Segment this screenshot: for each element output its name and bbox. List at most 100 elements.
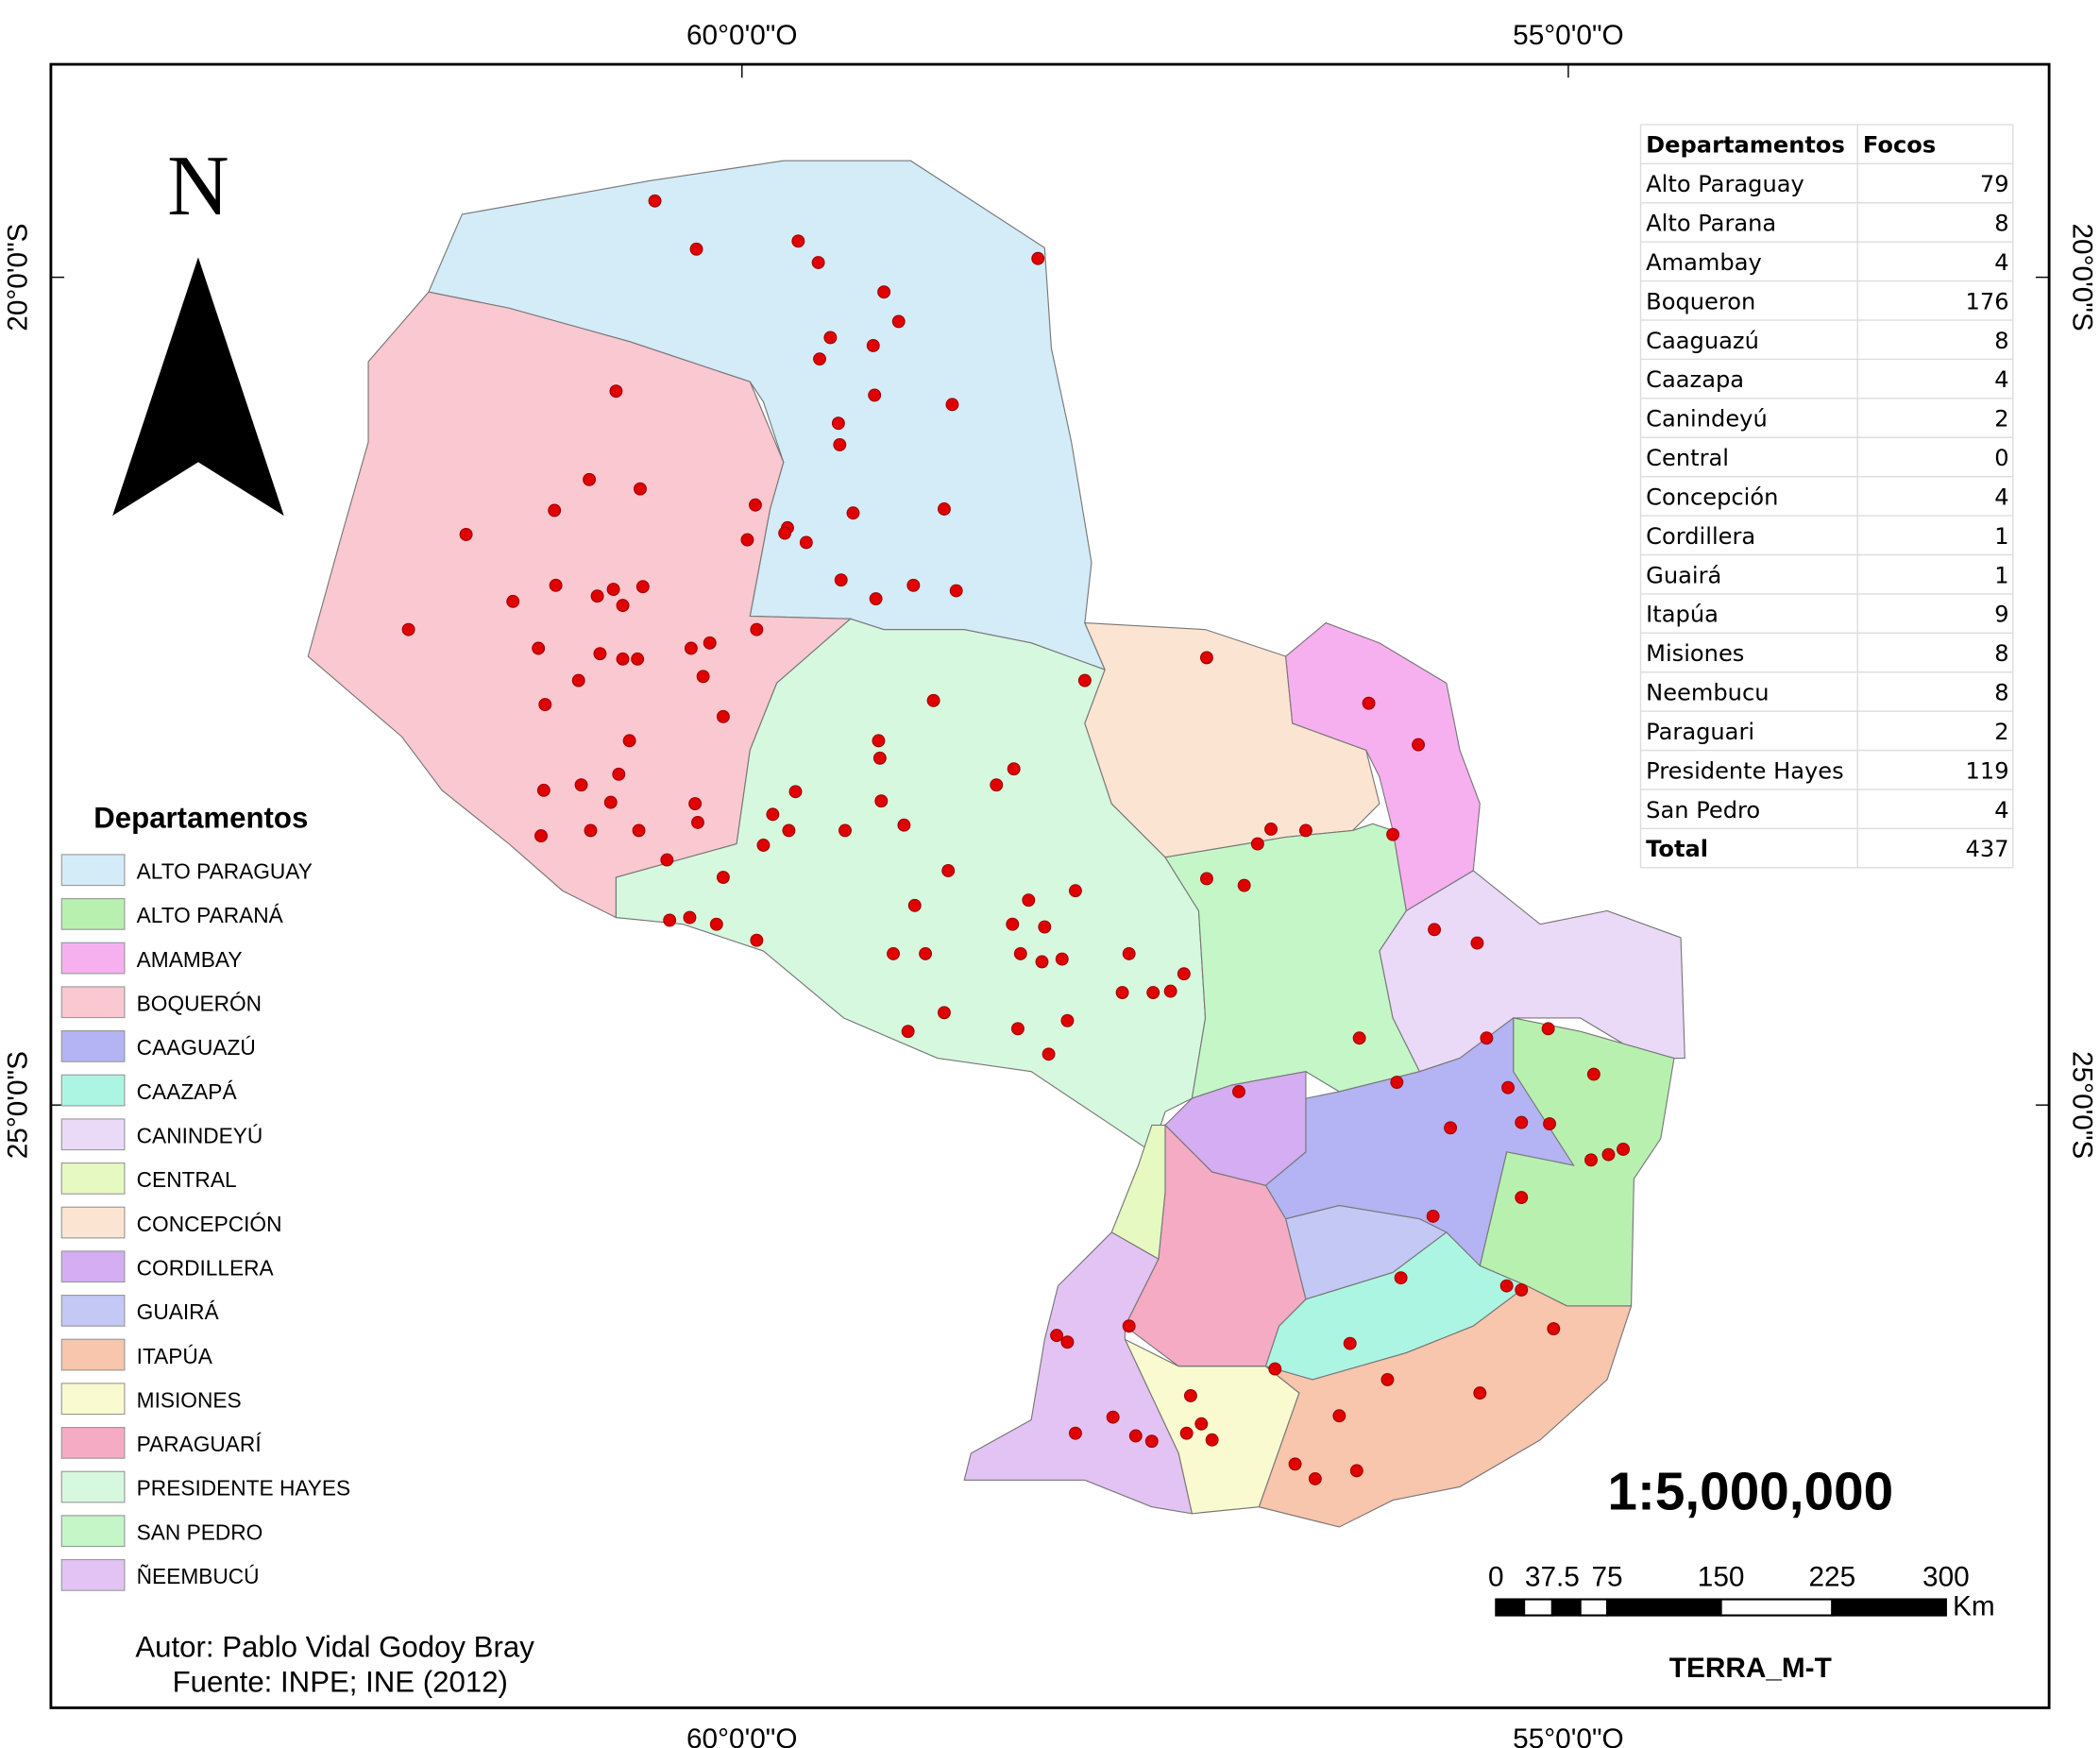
fire-point (1038, 920, 1052, 934)
scale-segment (1550, 1598, 1582, 1617)
fire-point (1163, 984, 1177, 998)
legend-swatch (60, 1163, 126, 1195)
table-cell: 4 (1994, 249, 2008, 276)
legend-swatch (60, 1558, 126, 1591)
legend-swatch (60, 986, 126, 1019)
legend-swatch (60, 1338, 126, 1371)
fire-point (616, 652, 630, 666)
longitude-label: 60°0'0"O (686, 20, 798, 51)
fire-point (937, 1006, 951, 1020)
fire-point (1584, 1153, 1598, 1167)
scale-segment (1831, 1598, 1947, 1617)
fire-point (1122, 946, 1136, 960)
fire-point (1068, 884, 1082, 898)
fire-point (749, 498, 762, 512)
fire-point (622, 734, 636, 748)
scale-tick-label: 0 (1488, 1561, 1504, 1592)
fire-point (887, 946, 901, 960)
table-cell: Caazapa (1646, 366, 1744, 393)
table-cell: Amambay (1646, 249, 1762, 276)
scale-unit: Km (1953, 1591, 1995, 1622)
fire-point (1380, 1372, 1395, 1386)
fire-point (683, 910, 697, 925)
fire-point (1128, 1429, 1143, 1443)
fire-point (926, 693, 940, 707)
fire-point (1428, 923, 1442, 937)
fire-point (593, 647, 607, 661)
table-cell: Departamentos (1646, 132, 1845, 159)
fire-point (1541, 1022, 1555, 1036)
table-cell: Guairá (1646, 562, 1721, 588)
legend-swatch (60, 1030, 126, 1062)
fire-point (990, 778, 1004, 792)
fire-point (1412, 738, 1426, 752)
legend-swatch (60, 1250, 126, 1283)
legend-swatch (60, 1470, 126, 1503)
legend-label: MISIONES (137, 1387, 242, 1412)
neembucu (963, 1231, 1194, 1515)
fire-point (1352, 1031, 1366, 1045)
fire-point (834, 573, 848, 587)
legend-swatch (60, 1206, 126, 1239)
fire-point (1232, 1085, 1245, 1098)
legend-label: PARAGUARÍ (137, 1432, 262, 1456)
table-cell: Boqueron (1646, 288, 1755, 314)
legend-swatch (60, 1383, 126, 1416)
fire-point (634, 482, 647, 496)
fire-point (869, 592, 883, 605)
table-cell: Caaguazú (1646, 328, 1759, 354)
fire-point (1362, 696, 1376, 710)
fire-point (906, 578, 921, 592)
fire-point (811, 256, 825, 269)
fire-point (868, 388, 882, 402)
table-cell: 1 (1994, 523, 2008, 550)
fire-point (907, 898, 922, 912)
fire-point (874, 794, 889, 808)
legend-label: ITAPÚA (137, 1344, 213, 1368)
fire-point (538, 698, 552, 712)
fire-point (813, 352, 826, 366)
fire-point (583, 472, 597, 486)
table-cell: Focos (1863, 132, 1936, 159)
scale-ratio: 1:5,000,000 (1607, 1463, 1893, 1522)
scale-segment (1495, 1598, 1526, 1617)
fire-point (1177, 967, 1191, 981)
fire-point (716, 709, 730, 723)
fire-point (1547, 1322, 1561, 1335)
legend-label: CENTRAL (137, 1167, 237, 1192)
fire-point (740, 533, 754, 547)
fire-point (949, 584, 963, 598)
latitude-label: 20°0'0"S (2067, 224, 2098, 331)
scale-bar: 0 37.5 75 150 225 300 (1488, 1561, 1970, 1617)
fire-point (632, 823, 646, 838)
fire-point (696, 670, 710, 684)
fire-point (1349, 1464, 1363, 1478)
table-cell: Cordillera (1646, 523, 1755, 550)
legend-title: Departamentos (93, 802, 308, 835)
fire-point (1543, 1117, 1557, 1130)
fire-point (616, 599, 630, 613)
table-cell: 8 (1994, 680, 2008, 706)
fire-point (688, 797, 703, 810)
legend-label: GUAIRÁ (137, 1299, 220, 1324)
table-cell: 8 (1994, 640, 2008, 667)
fire-point (1106, 1410, 1120, 1424)
fire-point (1586, 1067, 1600, 1081)
fire-point (1022, 893, 1036, 908)
fire-point (866, 339, 880, 352)
fire-point (831, 416, 845, 431)
fire-point (1298, 823, 1312, 838)
legend-label: CORDILLERA (137, 1255, 275, 1280)
legend-swatch (60, 942, 126, 975)
longitude-label: 60°0'0"O (686, 1723, 798, 1748)
table-cell: 1 (1994, 562, 2008, 588)
fire-point (788, 785, 803, 799)
source: Fuente: INPE; INE (2012) (173, 1665, 508, 1698)
fire-point (1035, 955, 1049, 969)
table-cell: 9 (1994, 602, 2008, 628)
fire-point (1115, 986, 1129, 999)
fire-point (549, 578, 563, 592)
fire-point (716, 871, 730, 884)
table-cell: 437 (1966, 836, 2009, 862)
fire-point (1060, 1013, 1075, 1027)
